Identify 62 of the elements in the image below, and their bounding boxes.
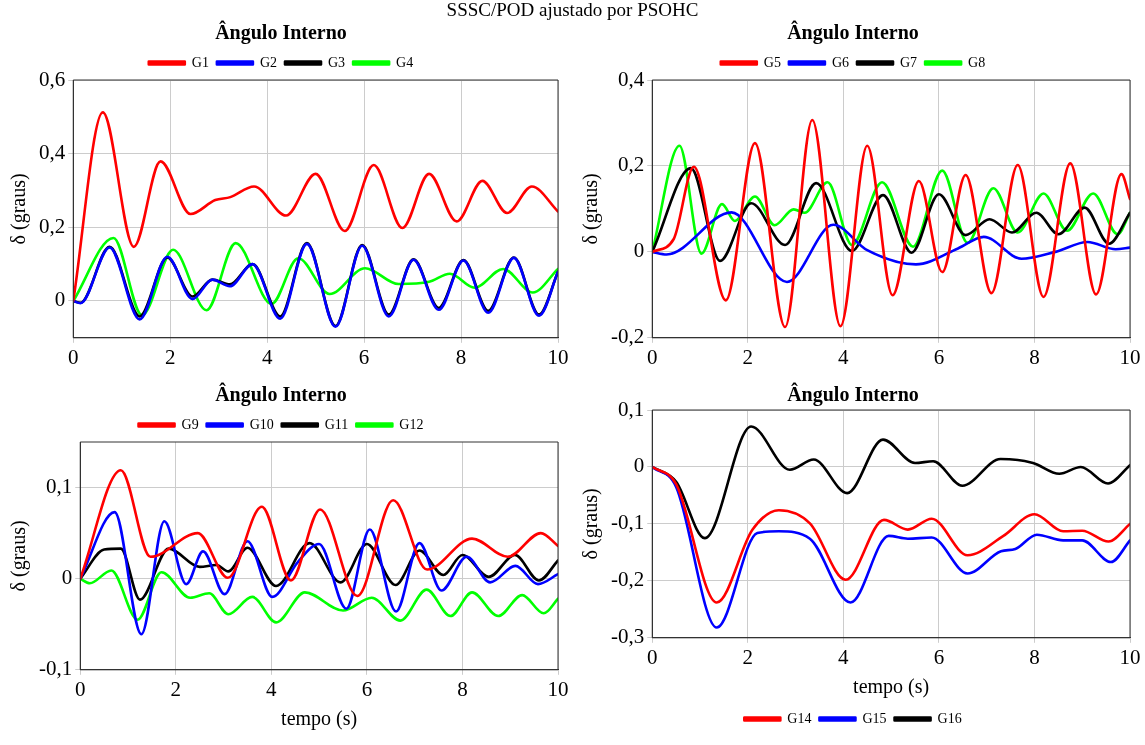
x-tick-label: 10: [1119, 644, 1141, 669]
y-tick-label: 0,6: [39, 66, 66, 91]
legend-label: G6: [831, 54, 850, 70]
x-tick-label: 8: [455, 344, 467, 369]
x-tick-label: 4: [838, 344, 850, 369]
y-tick-label: 0: [61, 565, 73, 590]
x-axis-title: tempo (s): [281, 707, 358, 731]
legend-label: G14: [787, 710, 812, 726]
x-tick-label: 10: [1119, 344, 1141, 369]
x-tick-label: 6: [358, 344, 370, 369]
y-tick-label: 0,2: [617, 152, 645, 177]
x-tick-label: 10: [547, 344, 569, 369]
x-tick-label: 2: [742, 344, 754, 369]
y-tick-label: -0,2: [610, 324, 645, 349]
legend-label: G12: [399, 416, 424, 432]
y-tick-label: -0,1: [38, 656, 73, 681]
y-tick-label: 0,4: [617, 66, 645, 91]
x-tick-label: 8: [1029, 344, 1040, 369]
text: SSSC/POD ajustado por PSOHC: [445, 0, 700, 20]
x-tick-label: 4: [266, 676, 278, 701]
x-tick-label: 8: [457, 676, 468, 701]
y-tick-label: -0,2: [610, 567, 645, 592]
x-tick-label: 6: [361, 676, 373, 701]
y-axis-title: δ (graus): [579, 488, 603, 560]
y-axis-title: δ (graus): [7, 520, 31, 592]
chart-title: Ângulo Interno: [215, 382, 347, 407]
y-axis-title: δ (graus): [7, 173, 31, 245]
y-tick-label: 0,1: [617, 396, 645, 421]
x-tick-label: 2: [742, 644, 754, 669]
x-tick-label: 2: [164, 344, 176, 369]
legend-label: G16: [937, 710, 962, 726]
y-tick-label: -0,3: [610, 624, 645, 649]
x-tick-label: 6: [933, 344, 945, 369]
y-tick-label: 0: [633, 453, 645, 478]
y-tick-label: 0,4: [39, 140, 66, 165]
legend-label: G11: [324, 416, 349, 432]
x-tick-label: 4: [838, 644, 850, 669]
legend-label: G4: [396, 54, 414, 70]
x-tick-label: 6: [933, 644, 945, 669]
legend-label: G8: [968, 54, 986, 70]
y-tick-label: 0,1: [45, 474, 73, 499]
y-axis-title: δ (graus): [579, 173, 603, 245]
legend-label: G1: [191, 54, 209, 70]
y-tick-label: 0: [54, 287, 66, 312]
chart-title: Ângulo Interno: [215, 20, 347, 45]
chart-title: Ângulo Interno: [787, 20, 919, 45]
y-tick-label: 0,2: [39, 213, 66, 238]
x-tick-label: 10: [547, 676, 569, 701]
legend-label: G10: [249, 416, 274, 432]
legend-label: G7: [900, 54, 918, 70]
y-tick-label: -0,1: [610, 510, 645, 535]
legend-label: G5: [763, 54, 781, 70]
chart-title: Ângulo Interno: [787, 382, 919, 407]
x-tick-label: 4: [261, 344, 273, 369]
legend-label: G2: [259, 54, 278, 70]
legend-label: G9: [181, 416, 199, 432]
y-tick-label: 0: [633, 238, 645, 263]
x-tick-label: 8: [1029, 644, 1040, 669]
x-tick-label: 2: [170, 676, 182, 701]
x-axis-title: tempo (s): [853, 675, 930, 699]
legend-label: G15: [862, 710, 887, 726]
legend-label: G3: [328, 54, 346, 70]
